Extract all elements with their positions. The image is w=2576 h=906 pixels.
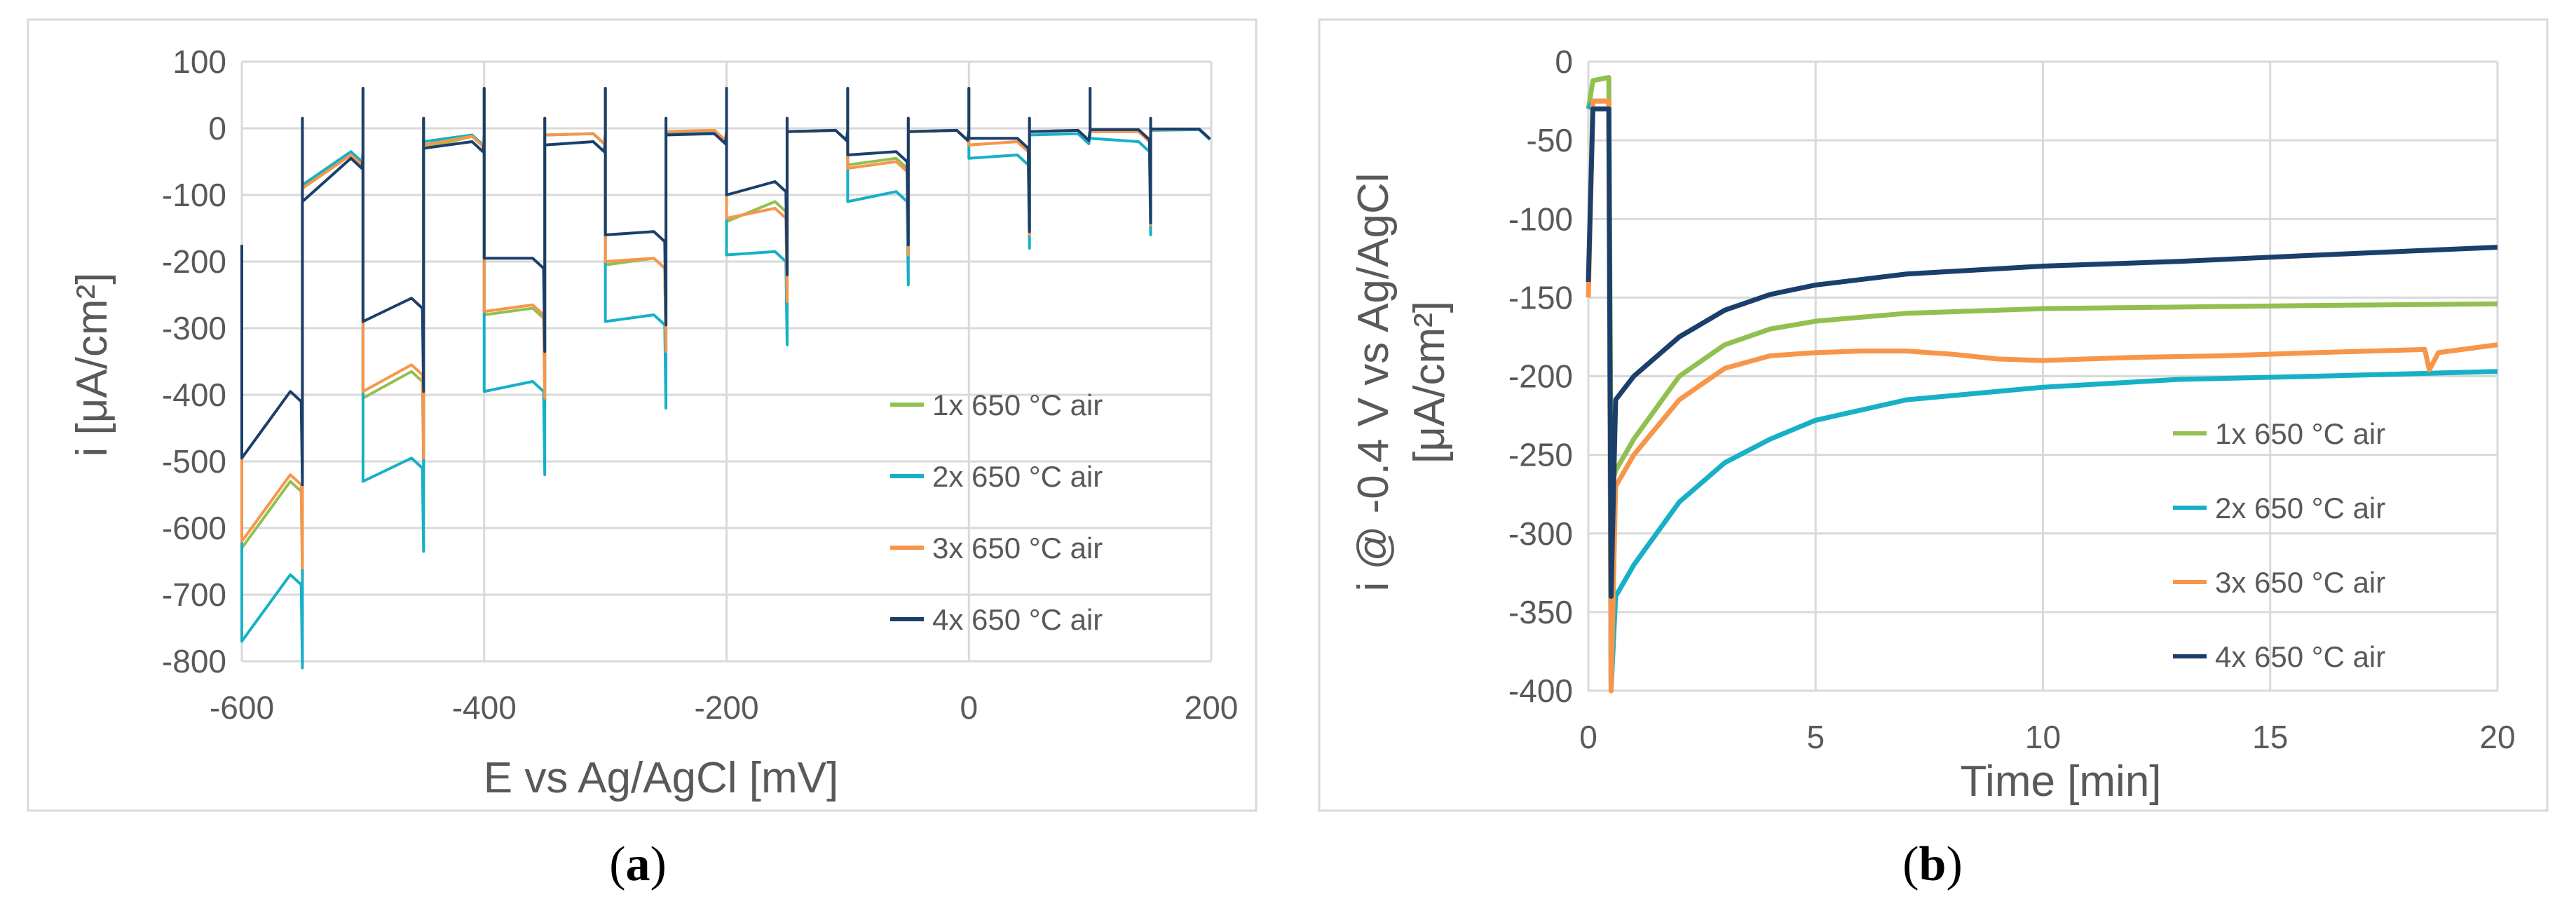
a-y-tick-label: -100 bbox=[162, 177, 226, 213]
chart-b-series-line bbox=[1586, 106, 2498, 599]
b-legend-label: 2x 650 °C air bbox=[2215, 492, 2385, 525]
b-y-tick-label: -150 bbox=[1508, 279, 1573, 316]
panel-a-frame bbox=[27, 18, 1258, 812]
a-x-tick-label: -600 bbox=[210, 689, 274, 726]
b-legend-item: 4x 650 °C air bbox=[2173, 640, 2385, 673]
b-x-tick-label: 15 bbox=[2252, 719, 2288, 755]
b-y-tick-label: -100 bbox=[1508, 201, 1573, 237]
chart-b-x-tick-labels: 0 5 10 15 20 bbox=[1579, 719, 2515, 755]
a-legend-item: 4x 650 °C air bbox=[890, 603, 1103, 636]
panel-a-label: (a) bbox=[609, 837, 667, 891]
b-x-tick-label: 0 bbox=[1579, 719, 1597, 755]
panel-b-label: (b) bbox=[1902, 837, 1963, 891]
chart-b-x-axis-title: Time [min] bbox=[1960, 757, 2161, 806]
chart-b-y-axis-title-line-1: i @ -0.4 V vs Ag/AgCl bbox=[1349, 173, 1398, 591]
a-y-tick-label: -600 bbox=[162, 510, 226, 546]
panel-b-frame bbox=[1318, 18, 2549, 812]
chart-a-x-tick-labels: -600 -400 -200 0 200 bbox=[210, 689, 1238, 726]
a-y-tick-label: -500 bbox=[162, 443, 226, 480]
chart-a-x-axis-title: E vs Ag/AgCl [mV] bbox=[484, 754, 839, 802]
a-legend-label: 2x 650 °C air bbox=[932, 460, 1103, 493]
a-x-tick-label: -400 bbox=[452, 689, 517, 726]
a-legend-item: 2x 650 °C air bbox=[890, 460, 1103, 493]
chart-a-y-tick-labels: 100 0 -100 -200 -300 -400 -500 -600 -700 -800 bbox=[162, 43, 226, 680]
a-x-tick-label: -200 bbox=[694, 689, 758, 726]
b-y-tick-label: -250 bbox=[1508, 437, 1573, 473]
chart-a-legend: 1x 650 °C air 2x 650 °C air 3x 650 °C air 4… bbox=[890, 388, 1103, 636]
panel-a-label-letter: a bbox=[626, 837, 650, 891]
a-x-tick-label: 200 bbox=[1185, 689, 1239, 726]
b-y-tick-label: -300 bbox=[1508, 515, 1573, 552]
b-legend-label: 4x 650 °C air bbox=[2215, 640, 2385, 673]
a-legend-item: 3x 650 °C air bbox=[890, 532, 1103, 564]
a-legend-item: 1x 650 °C air bbox=[890, 388, 1103, 421]
b-y-tick-label: -400 bbox=[1508, 672, 1573, 709]
b-legend-item: 1x 650 °C air bbox=[2173, 417, 2385, 450]
panel-b-label-letter: b bbox=[1919, 837, 1947, 891]
chart-b-y-tick-labels: 0 -50 -100 -150 -200 -250 -300 -350 -400 bbox=[1508, 43, 1573, 709]
a-y-tick-label: -700 bbox=[162, 576, 226, 613]
panel-b-label-open: ( bbox=[1902, 837, 1919, 891]
a-y-tick-label: -200 bbox=[162, 243, 226, 280]
b-x-tick-label: 20 bbox=[2479, 719, 2515, 755]
chart-b-series bbox=[1586, 74, 2498, 694]
a-y-tick-label: -800 bbox=[162, 643, 226, 680]
panel-b-label-close: ) bbox=[1946, 837, 1962, 891]
a-legend-label: 4x 650 °C air bbox=[932, 603, 1103, 636]
a-legend-label: 3x 650 °C air bbox=[932, 532, 1103, 564]
b-x-tick-label: 5 bbox=[1806, 719, 1825, 755]
panel-a-label-open: ( bbox=[609, 837, 625, 891]
b-y-tick-label: -50 bbox=[1527, 122, 1573, 158]
a-y-tick-label: 0 bbox=[208, 110, 226, 147]
chart-a-series bbox=[240, 87, 1211, 670]
b-x-tick-label: 10 bbox=[2025, 719, 2061, 755]
chart-a-y-axis-title: i [μA/cm²] bbox=[68, 272, 116, 457]
b-y-tick-label: -350 bbox=[1508, 594, 1573, 630]
chart-a-gridlines bbox=[240, 60, 1213, 663]
a-y-tick-label: -400 bbox=[162, 377, 226, 413]
b-legend-item: 2x 650 °C air bbox=[2173, 492, 2385, 525]
b-y-tick-label: -200 bbox=[1508, 358, 1573, 395]
chart-b: 0 -50 -100 -150 -200 -250 -300 -350 -400 0 5 10 15 2… bbox=[1349, 43, 2516, 806]
chart-a-series-line bbox=[240, 87, 1211, 487]
b-legend-item: 3x 650 °C air bbox=[2173, 566, 2385, 599]
panel-a-label-close: ) bbox=[650, 837, 667, 891]
a-y-tick-label: -300 bbox=[162, 310, 226, 346]
b-legend-label: 3x 650 °C air bbox=[2215, 566, 2385, 599]
a-legend-label: 1x 650 °C air bbox=[932, 388, 1103, 421]
chart-a: 100 0 -100 -200 -300 -400 -500 -600 -700 -800 -60… bbox=[68, 43, 1238, 802]
b-y-tick-label: 0 bbox=[1555, 43, 1573, 80]
chart-b-y-axis-title-line-2: [μA/cm²] bbox=[1405, 301, 1454, 464]
a-x-tick-label: 0 bbox=[960, 689, 978, 726]
b-legend-label: 1x 650 °C air bbox=[2215, 417, 2385, 450]
a-y-tick-label: 100 bbox=[172, 43, 226, 80]
chart-b-legend: 1x 650 °C air 2x 650 °C air 3x 650 °C air 4… bbox=[2173, 417, 2385, 673]
